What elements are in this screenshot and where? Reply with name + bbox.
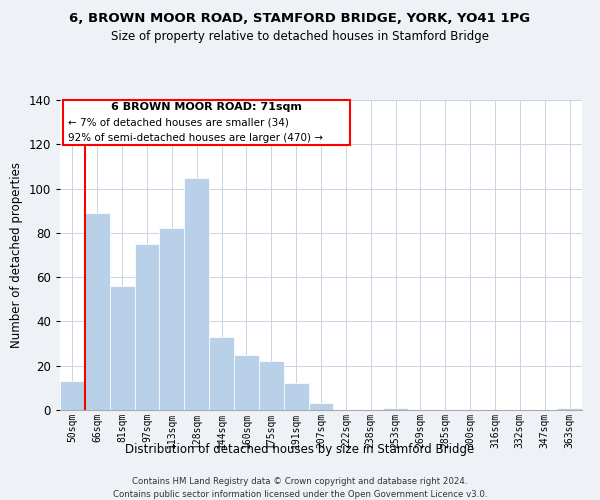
Text: Contains HM Land Registry data © Crown copyright and database right 2024.: Contains HM Land Registry data © Crown c… [132, 478, 468, 486]
Bar [383, 408, 408, 410]
Bar [110, 286, 134, 410]
Text: 6, BROWN MOOR ROAD, STAMFORD BRIDGE, YORK, YO41 1PG: 6, BROWN MOOR ROAD, STAMFORD BRIDGE, YOR… [70, 12, 530, 26]
Text: 6 BROWN MOOR ROAD: 71sqm: 6 BROWN MOOR ROAD: 71sqm [111, 102, 302, 112]
Text: Distribution of detached houses by size in Stamford Bridge: Distribution of detached houses by size … [125, 442, 475, 456]
Bar [60, 381, 85, 410]
Bar [557, 408, 582, 410]
Bar [234, 354, 259, 410]
Y-axis label: Number of detached properties: Number of detached properties [10, 162, 23, 348]
Text: ← 7% of detached houses are smaller (34): ← 7% of detached houses are smaller (34) [68, 117, 289, 127]
Bar [160, 228, 184, 410]
Bar [259, 362, 284, 410]
Bar [184, 178, 209, 410]
Bar [308, 404, 334, 410]
Bar [209, 337, 234, 410]
Bar [284, 384, 308, 410]
Bar [85, 213, 110, 410]
Text: Size of property relative to detached houses in Stamford Bridge: Size of property relative to detached ho… [111, 30, 489, 43]
Text: 92% of semi-detached houses are larger (470) →: 92% of semi-detached houses are larger (… [68, 132, 323, 142]
Bar [134, 244, 160, 410]
FancyBboxPatch shape [62, 100, 350, 145]
Text: Contains public sector information licensed under the Open Government Licence v3: Contains public sector information licen… [113, 490, 487, 499]
